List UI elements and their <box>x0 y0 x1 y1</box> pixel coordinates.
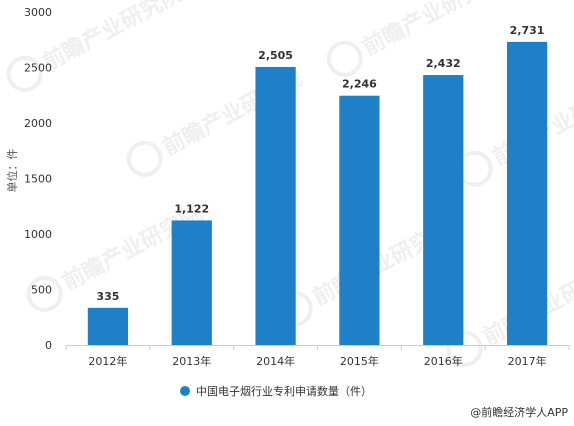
y-tick-label: 3000 <box>24 6 52 19</box>
bar <box>339 95 380 345</box>
bar-value-label: 2,246 <box>342 78 377 91</box>
bar <box>506 41 548 345</box>
legend-swatch <box>180 386 190 396</box>
svg-text:前瞻产业研究院: 前瞻产业研究院 <box>358 0 506 61</box>
bar <box>423 75 464 345</box>
x-axis-ticks: 2012年 2013年 2014年 2015年 2016年 2017年 <box>65 345 570 368</box>
svg-text:前瞻产业研究院: 前瞻产业研究院 <box>38 0 186 76</box>
bar-value-label: 2,432 <box>426 57 461 70</box>
y-tick-label: 1000 <box>24 228 52 241</box>
x-tick-label: 2017年 <box>508 354 547 368</box>
bar <box>255 66 296 345</box>
x-tick-label: 2014年 <box>256 354 295 368</box>
watermark-logo: 前瞻产业研究院 <box>326 0 507 77</box>
x-tick-label: 2016年 <box>424 354 463 368</box>
y-tick-label: 1500 <box>24 173 52 186</box>
bar-series <box>87 41 548 345</box>
x-tick-label: 2013年 <box>172 354 211 368</box>
data-labels: 335 1,122 2,505 2,246 2,432 2,731 <box>96 24 544 303</box>
x-tick-label: 2015年 <box>340 354 379 368</box>
y-axis-title: 单位：件 <box>5 149 19 193</box>
bar-value-label: 335 <box>96 290 119 303</box>
y-tick-label: 2500 <box>24 62 52 75</box>
bar-value-label: 2,731 <box>510 24 545 37</box>
legend: 中国电子烟行业专利申请数量（件） <box>180 384 372 398</box>
source-credit: @前瞻经济学人APP <box>470 405 568 419</box>
bar-value-label: 2,505 <box>258 49 293 62</box>
x-tick-label: 2012年 <box>88 354 127 368</box>
bar <box>171 220 212 345</box>
y-axis-ticks: 0 500 1000 1500 2000 2500 3000 <box>24 6 52 352</box>
legend-label: 中国电子烟行业专利申请数量（件） <box>196 384 372 398</box>
y-tick-label: 0 <box>45 339 52 352</box>
bar <box>87 307 129 345</box>
y-tick-label: 500 <box>31 284 52 297</box>
bar-value-label: 1,122 <box>174 202 209 215</box>
y-tick-label: 2000 <box>24 117 52 130</box>
